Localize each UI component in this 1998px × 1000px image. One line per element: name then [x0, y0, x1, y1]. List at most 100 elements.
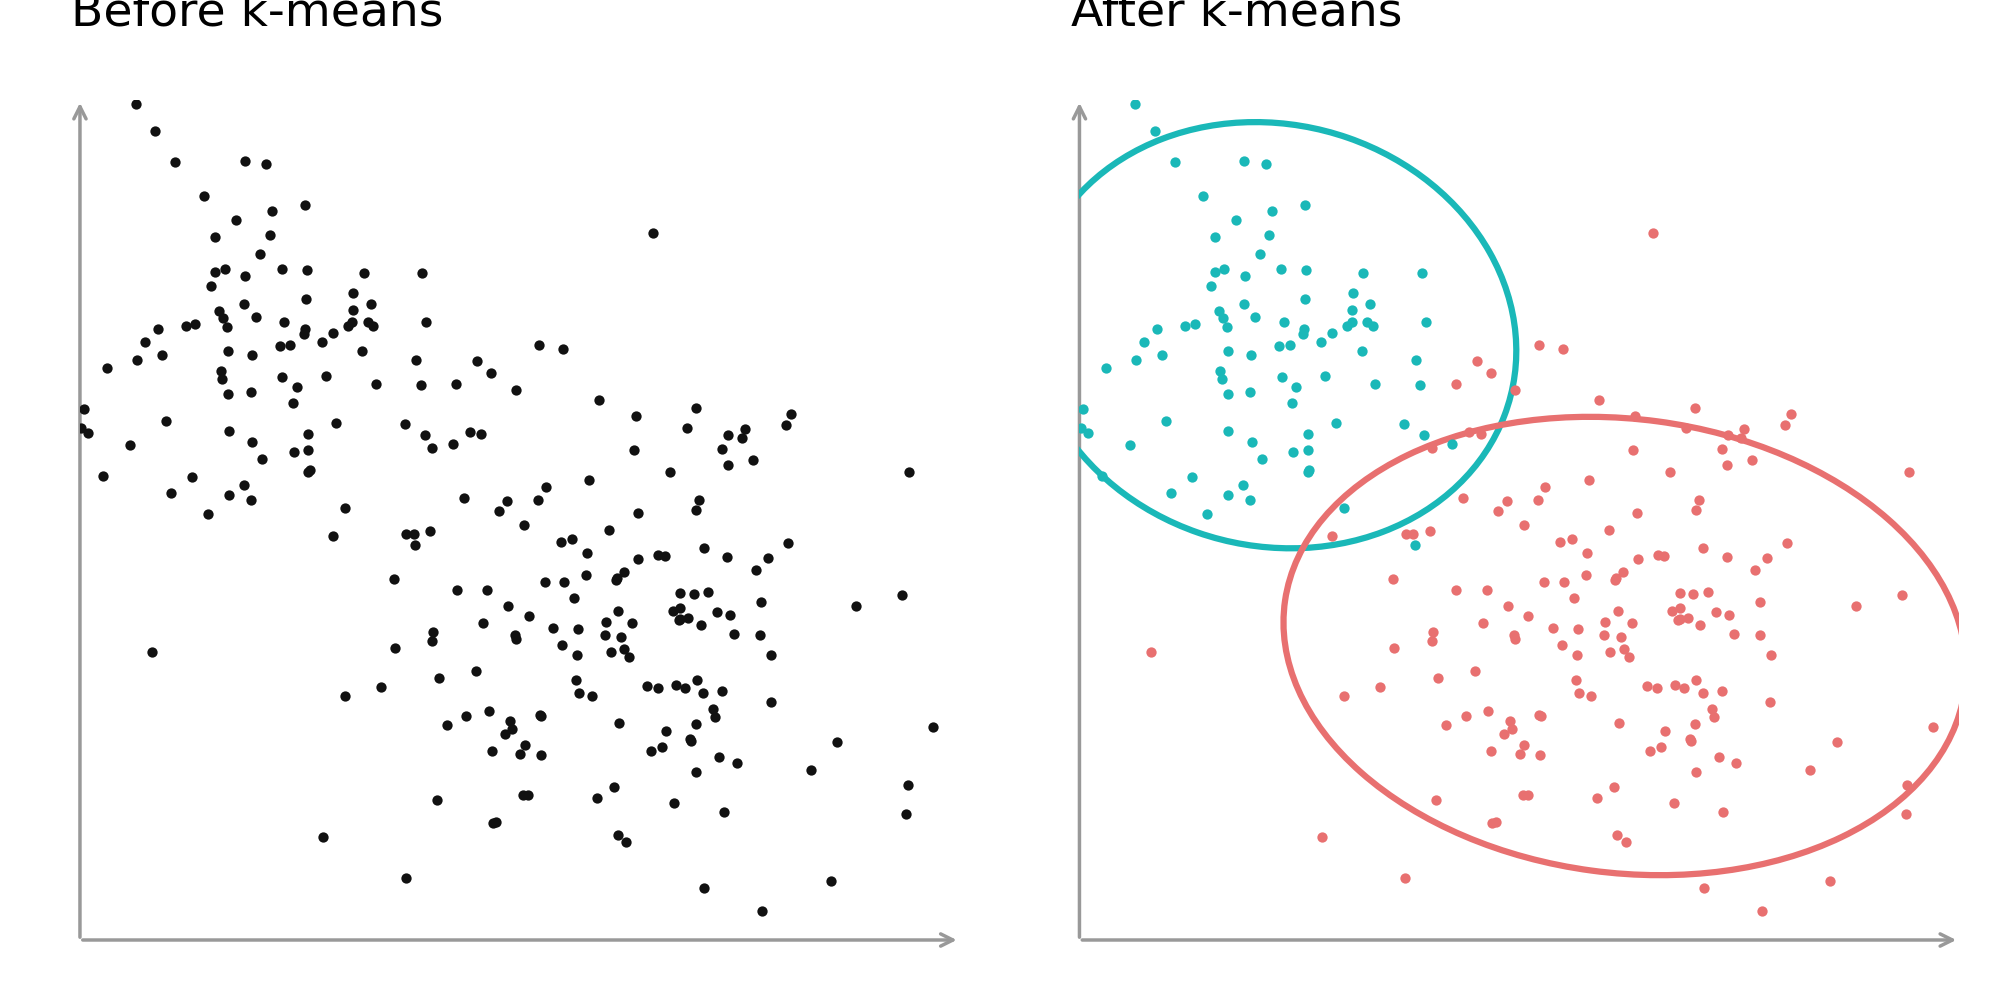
Point [234, 384, 266, 400]
Point [66, 420, 98, 436]
Point [1560, 621, 1592, 637]
Point [1690, 584, 1722, 600]
Point [416, 633, 448, 649]
Point [1556, 590, 1588, 606]
Point [1696, 709, 1728, 725]
Point [1662, 600, 1694, 616]
Point [1149, 413, 1181, 429]
Point [1133, 710, 1165, 726]
Point [390, 526, 422, 542]
Point [364, 679, 396, 695]
Point [136, 644, 168, 660]
Point [1497, 627, 1528, 643]
Point [1768, 417, 1800, 433]
Point [1704, 441, 1736, 457]
Point [278, 444, 310, 460]
Point [1337, 285, 1369, 301]
Point [268, 314, 300, 330]
Point [1289, 291, 1321, 307]
Point [1309, 368, 1341, 384]
Point [525, 747, 557, 763]
Point [649, 723, 681, 739]
Point [893, 464, 925, 480]
Point [1680, 672, 1712, 688]
Point [1686, 685, 1718, 701]
Point [1421, 670, 1453, 686]
Point [170, 318, 202, 334]
Point [1195, 278, 1227, 294]
Point [422, 792, 454, 808]
Point [1916, 719, 1948, 735]
Point [254, 227, 286, 243]
Point [717, 626, 749, 642]
Point [769, 417, 801, 433]
Point [378, 640, 410, 656]
Point [352, 314, 384, 330]
Point [1089, 360, 1121, 376]
Point [450, 708, 482, 724]
Point [1315, 325, 1347, 341]
Point [1239, 309, 1271, 325]
Point [448, 490, 480, 506]
Point [1179, 316, 1211, 332]
Point [240, 309, 272, 325]
Point [228, 296, 260, 312]
Point [1528, 574, 1560, 590]
Point [180, 316, 212, 332]
Point [1235, 434, 1267, 450]
Point [1453, 424, 1485, 440]
Point [1357, 318, 1389, 334]
Point [673, 731, 705, 747]
Point [1203, 303, 1235, 319]
Point [1363, 679, 1395, 695]
Point [705, 441, 737, 457]
Point [669, 420, 701, 436]
Point [1287, 326, 1319, 342]
Point [1582, 392, 1614, 408]
Point [597, 779, 629, 795]
Point [1071, 425, 1103, 441]
Point [529, 574, 561, 590]
Point [1277, 444, 1309, 460]
Point [1211, 487, 1243, 503]
Point [210, 261, 242, 277]
Point [1413, 523, 1445, 539]
Point [188, 188, 220, 204]
Point [130, 334, 162, 350]
Point [793, 762, 825, 778]
Point [390, 870, 422, 886]
Point [885, 587, 917, 603]
Point [1600, 570, 1632, 586]
Point [200, 264, 232, 280]
Point [288, 321, 320, 337]
Point [563, 685, 595, 701]
Point [653, 464, 685, 480]
Point [160, 154, 192, 170]
Point [1604, 629, 1636, 645]
Point [472, 582, 503, 598]
Point [697, 701, 729, 717]
Point [1742, 627, 1774, 643]
Point [410, 314, 442, 330]
Point [442, 582, 474, 598]
Point [200, 229, 232, 245]
Point [204, 363, 236, 379]
Point [1293, 462, 1325, 478]
Point [480, 814, 511, 830]
Point [1353, 296, 1385, 312]
Point [266, 369, 298, 385]
Point [1175, 469, 1207, 485]
Point [1702, 749, 1734, 765]
Point [1792, 762, 1824, 778]
Point [492, 493, 523, 509]
Point [1405, 265, 1437, 281]
Point [1347, 265, 1379, 281]
Point [476, 815, 507, 831]
Point [891, 777, 923, 793]
Point [1678, 502, 1710, 518]
Point [1421, 792, 1453, 808]
Point [721, 755, 753, 771]
Point [250, 156, 282, 172]
Point [466, 426, 498, 442]
Point [1724, 430, 1756, 446]
